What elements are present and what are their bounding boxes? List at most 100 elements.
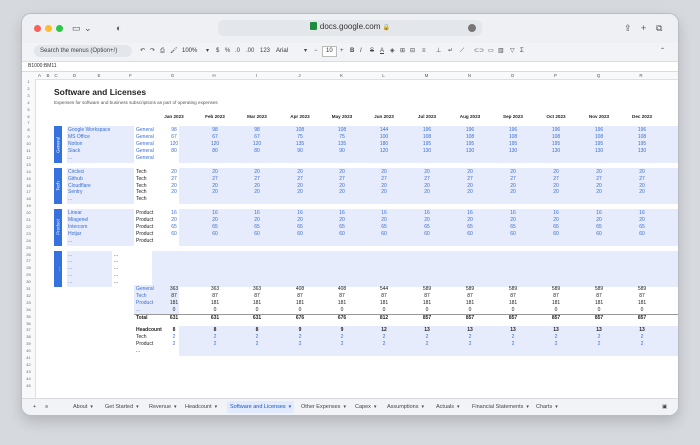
headcount-value[interactable]: 2 <box>640 334 644 341</box>
row-header[interactable]: 38 <box>26 334 31 340</box>
value-cell[interactable]: 65 <box>639 223 645 230</box>
column-header[interactable]: J <box>298 73 301 78</box>
value-cell[interactable]: 98 <box>254 127 260 134</box>
row-header[interactable]: 29 <box>26 272 31 278</box>
value-cell[interactable]: 20 <box>381 217 387 223</box>
value-cell[interactable]: 20 <box>510 217 516 223</box>
value-cell[interactable]: 75 <box>339 134 345 141</box>
headcount-value[interactable]: 2 <box>298 341 302 348</box>
value-cell[interactable]: 60 <box>596 230 602 237</box>
row-header[interactable]: 15 <box>26 175 31 181</box>
menu-search-input[interactable]: Search the menus (Option+/) <box>34 45 132 57</box>
row-header[interactable]: 27 <box>26 258 31 264</box>
summary-value[interactable]: 87 <box>339 292 345 299</box>
row-header[interactable]: 4 <box>27 99 30 105</box>
line-item-name[interactable]: Miagenel <box>68 217 89 223</box>
value-cell[interactable]: 20 <box>510 182 516 189</box>
row-header[interactable]: 13 <box>26 161 31 167</box>
headcount-value[interactable]: 2 <box>597 341 601 348</box>
headcount-value[interactable]: 2 <box>382 341 386 348</box>
row-header[interactable]: 33 <box>26 299 31 305</box>
maximize-window-button[interactable] <box>56 25 63 32</box>
value-cell[interactable]: 27 <box>510 175 516 182</box>
line-item-name[interactable]: ... <box>68 258 73 265</box>
value-cell[interactable]: 16 <box>596 210 602 217</box>
line-item-category[interactable]: General <box>136 154 154 161</box>
summary-value[interactable]: 181 <box>210 299 220 306</box>
row-header[interactable]: 7 <box>27 120 30 126</box>
headcount-value[interactable]: 13 <box>596 327 602 334</box>
value-cell[interactable]: 65 <box>424 223 430 230</box>
summary-value[interactable]: 87 <box>254 292 260 299</box>
value-cell[interactable]: 27 <box>254 175 260 182</box>
summary-value[interactable]: 857 <box>637 314 647 321</box>
line-item-category[interactable]: Tech <box>136 168 147 175</box>
chevron-down-icon[interactable]: ▾ <box>457 404 460 410</box>
row-header[interactable]: 41 <box>26 355 31 360</box>
value-cell[interactable]: 16 <box>297 210 303 217</box>
value-cell[interactable]: 65 <box>212 223 218 230</box>
headcount-value[interactable]: 2 <box>511 334 515 341</box>
value-cell[interactable]: 60 <box>212 230 218 237</box>
headcount-value[interactable]: 13 <box>510 327 516 334</box>
headcount-value[interactable]: 2 <box>597 334 601 341</box>
headcount-value[interactable]: 13 <box>553 327 559 334</box>
new-tab-icon[interactable]: + <box>641 23 647 33</box>
line-item-name[interactable]: ... <box>68 279 73 286</box>
value-cell[interactable]: 20 <box>639 168 645 175</box>
chevron-down-icon[interactable]: ▾ <box>206 48 210 54</box>
value-cell[interactable]: 195 <box>551 141 561 148</box>
value-cell[interactable]: 100 <box>379 134 389 141</box>
row-header[interactable]: 31 <box>26 286 31 291</box>
summary-value[interactable]: 589 <box>422 286 432 292</box>
value-cell[interactable]: 20 <box>424 182 430 189</box>
value-cell[interactable]: 65 <box>297 223 303 230</box>
summary-value[interactable]: 181 <box>252 299 262 306</box>
line-item-category[interactable]: Tech <box>136 182 147 189</box>
value-cell[interactable]: 108 <box>508 134 518 141</box>
row-header[interactable]: 17 <box>26 189 31 195</box>
row-header[interactable]: 9 <box>27 134 30 140</box>
row-header[interactable]: 42 <box>26 361 31 367</box>
column-header[interactable]: M <box>424 73 429 78</box>
value-cell[interactable]: 180 <box>379 141 389 148</box>
line-item-name[interactable]: ... <box>68 237 73 244</box>
line-item-category[interactable]: Tech <box>136 189 147 196</box>
line-item-category[interactable]: General <box>136 134 154 141</box>
value-cell[interactable]: 65 <box>596 223 602 230</box>
value-cell[interactable]: 20 <box>297 189 303 196</box>
summary-value[interactable]: 181 <box>422 299 432 306</box>
summary-value[interactable]: 0 <box>172 306 176 313</box>
summary-value[interactable]: 631 <box>252 314 262 321</box>
value-cell[interactable]: 196 <box>465 127 475 134</box>
value-cell[interactable]: 20 <box>212 168 218 175</box>
summary-value[interactable]: 0 <box>340 306 344 313</box>
value-cell[interactable]: 60 <box>171 230 177 237</box>
line-item-category[interactable]: ... <box>114 279 119 286</box>
sidebar-icon[interactable]: ▭ <box>72 23 81 33</box>
value-cell[interactable]: 90 <box>297 148 303 154</box>
column-header[interactable]: F <box>129 73 132 78</box>
print-icon[interactable]: ⎙ <box>160 48 165 54</box>
value-cell[interactable]: 98 <box>171 127 177 134</box>
zoom-select[interactable]: 100% <box>182 48 198 54</box>
headcount-value[interactable]: 13 <box>424 327 430 334</box>
value-cell[interactable]: 16 <box>639 210 645 217</box>
currency-icon[interactable]: $ <box>216 48 220 54</box>
row-header[interactable]: 24 <box>26 237 31 243</box>
value-cell[interactable]: 195 <box>508 141 518 148</box>
headcount-value[interactable]: 8 <box>255 327 259 334</box>
value-cell[interactable]: 108 <box>637 134 647 141</box>
value-cell[interactable]: 27 <box>424 175 430 182</box>
value-cell[interactable]: 195 <box>465 141 475 148</box>
line-item-name[interactable]: Hotjar <box>68 230 82 237</box>
summary-value[interactable]: 857 <box>508 314 518 321</box>
headcount-value[interactable]: 2 <box>511 341 515 348</box>
value-cell[interactable]: 60 <box>639 230 645 237</box>
summary-value[interactable]: 363 <box>210 286 220 292</box>
comment-icon[interactable]: ▭ <box>488 48 494 54</box>
headcount-value[interactable]: 2 <box>468 341 472 348</box>
chevron-down-icon[interactable]: ▾ <box>373 404 377 410</box>
sheet-tab[interactable]: About ▾ <box>70 401 96 413</box>
value-cell[interactable]: 65 <box>553 223 559 230</box>
